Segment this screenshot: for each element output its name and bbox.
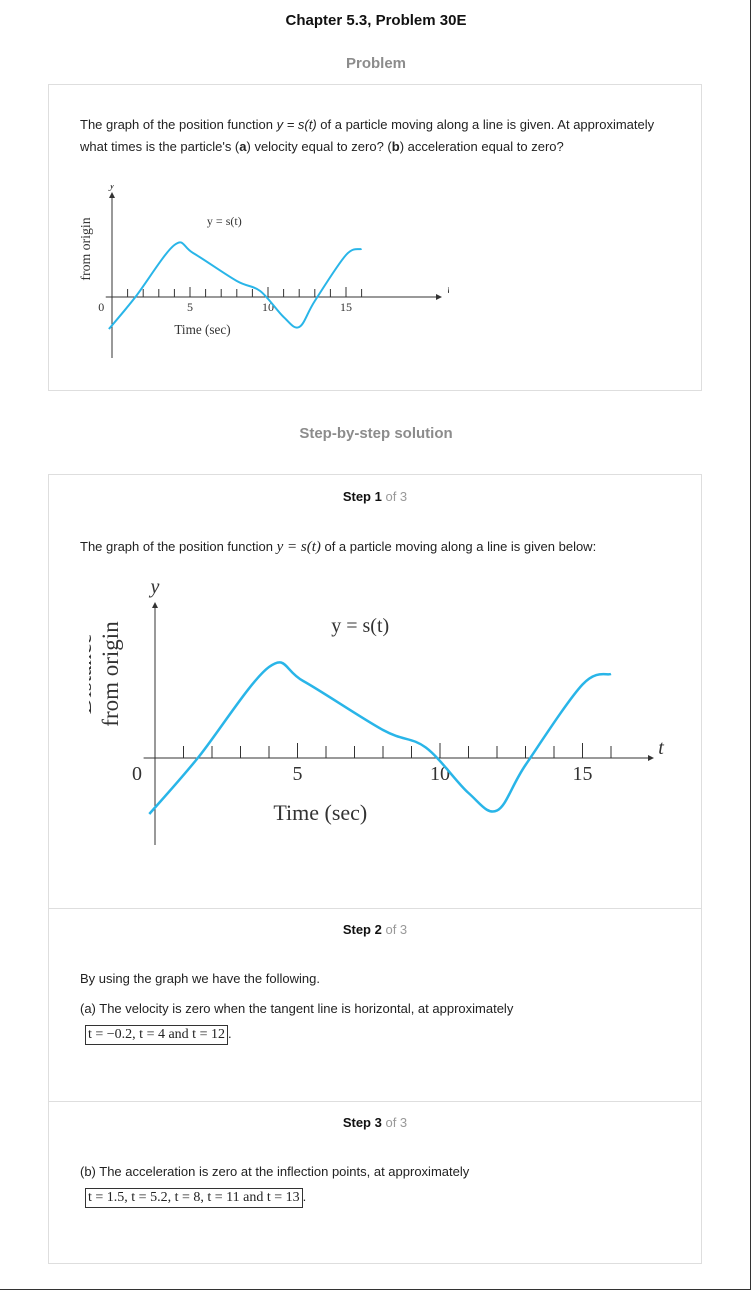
t-axis-label: t [658, 737, 664, 759]
tick-label-5: 5 [293, 763, 303, 785]
position-curve [148, 661, 612, 815]
problem-function: y = s(t) [276, 117, 317, 132]
problem-text: The graph of the position function y = s… [80, 117, 655, 154]
t-axis-label: t [447, 282, 449, 296]
curve-label: y = s(t) [207, 214, 242, 228]
step-3-answer-wrap: t = 1.5, t = 5.2, t = 8, t = 11 and t = … [85, 1186, 306, 1208]
step-1-function: y = s(t) [276, 539, 321, 555]
step-1-header: Step 1 of 3 [342, 489, 408, 504]
step-2-answer-wrap: t = −0.2, t = 4 and t = 12. [85, 1023, 232, 1045]
position-curve [108, 241, 362, 330]
y-title-line2: from origin [79, 217, 93, 280]
step-1-text: The graph of the position function y = s… [80, 539, 597, 555]
y-axis-arrow [152, 602, 158, 608]
x-axis-title: Time (sec) [273, 800, 367, 825]
y-axis-label: y [108, 185, 115, 192]
step-3-header: Step 3 of 3 [342, 1115, 408, 1130]
step-3-answer: t = 1.5, t = 5.2, t = 8, t = 11 and t = … [85, 1188, 303, 1208]
step-divider [49, 1101, 701, 1102]
problem-box: The graph of the position function y = s… [48, 84, 702, 391]
tick-label-10: 10 [430, 763, 450, 785]
tick-label-0: 0 [98, 300, 104, 314]
tick-label-5: 5 [187, 300, 193, 314]
step-2-intro: By using the graph we have the following… [80, 971, 320, 986]
tick-label-15: 15 [340, 300, 352, 314]
step-1-graph: 0 5 10 15 y t Distance from origin Time (sec) y =… [89, 576, 664, 845]
x-axis-title: Time (sec) [174, 322, 230, 337]
y-axis-arrow [109, 192, 115, 198]
step-2-line: (a) The velocity is zero when the tangen… [80, 1001, 514, 1016]
y-title-line1: Distance [89, 634, 96, 714]
y-title-line2: from origin [98, 621, 123, 727]
tick-label-10: 10 [262, 300, 274, 314]
step-2-answer: t = −0.2, t = 4 and t = 12 [85, 1025, 228, 1045]
step-divider [49, 908, 701, 909]
t-axis-arrow [436, 294, 442, 300]
solution-heading: Step-by-step solution [299, 425, 453, 442]
t-axis-arrow [648, 755, 654, 761]
tick-label-0: 0 [132, 763, 142, 785]
tick-label-15: 15 [573, 763, 593, 785]
solution-box: Step 1 of 3 The graph of the position fu… [48, 474, 702, 1264]
chapter-title: Chapter 5.3, Problem 30E [285, 12, 467, 29]
step-3-line: (b) The acceleration is zero at the infl… [80, 1164, 470, 1179]
problem-heading: Problem [345, 55, 406, 72]
step-2-header: Step 2 of 3 [342, 922, 408, 937]
y-axis-label: y [149, 576, 160, 598]
curve-label: y = s(t) [331, 615, 389, 637]
